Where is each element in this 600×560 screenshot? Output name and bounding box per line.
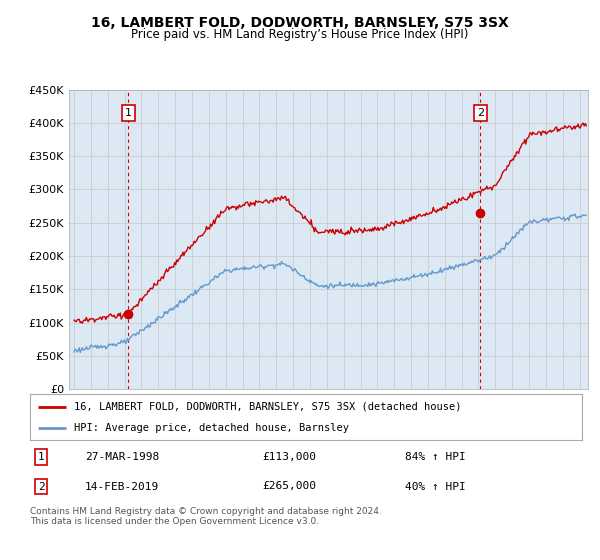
Text: 16, LAMBERT FOLD, DODWORTH, BARNSLEY, S75 3SX: 16, LAMBERT FOLD, DODWORTH, BARNSLEY, S7… [91, 16, 509, 30]
Text: Contains HM Land Registry data © Crown copyright and database right 2024.
This d: Contains HM Land Registry data © Crown c… [30, 507, 382, 526]
Text: £265,000: £265,000 [262, 482, 316, 492]
Text: 14-FEB-2019: 14-FEB-2019 [85, 482, 160, 492]
Text: 1: 1 [38, 452, 44, 462]
Text: 16, LAMBERT FOLD, DODWORTH, BARNSLEY, S75 3SX (detached house): 16, LAMBERT FOLD, DODWORTH, BARNSLEY, S7… [74, 402, 461, 412]
Text: 84% ↑ HPI: 84% ↑ HPI [406, 452, 466, 462]
Text: 2: 2 [38, 482, 44, 492]
Text: Price paid vs. HM Land Registry’s House Price Index (HPI): Price paid vs. HM Land Registry’s House … [131, 28, 469, 41]
Text: 1: 1 [125, 108, 132, 118]
Text: 27-MAR-1998: 27-MAR-1998 [85, 452, 160, 462]
Text: £113,000: £113,000 [262, 452, 316, 462]
Text: 2: 2 [477, 108, 484, 118]
Text: HPI: Average price, detached house, Barnsley: HPI: Average price, detached house, Barn… [74, 423, 349, 433]
Text: 40% ↑ HPI: 40% ↑ HPI [406, 482, 466, 492]
